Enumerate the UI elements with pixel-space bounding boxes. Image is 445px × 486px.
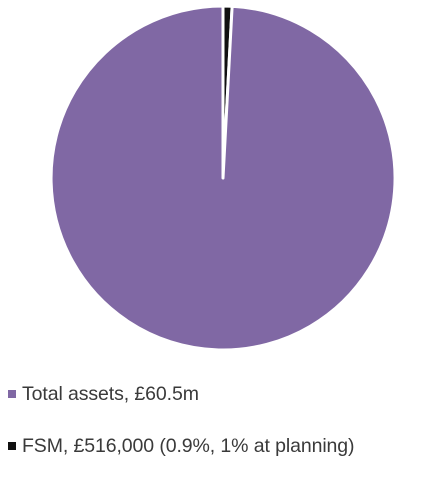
legend-label-total-assets: Total assets, £60.5m	[22, 382, 199, 405]
legend-item-total-assets: Total assets, £60.5m	[8, 382, 443, 406]
pie-slice-total-assets	[49, 4, 397, 352]
legend-swatch-total-assets	[8, 390, 16, 398]
pie-chart	[49, 4, 397, 352]
legend-swatch-fsm	[8, 442, 16, 450]
legend-label-fsm: FSM, £516,000 (0.9%, 1% at planning)	[22, 434, 355, 457]
legend-item-fsm: FSM, £516,000 (0.9%, 1% at planning)	[8, 434, 443, 458]
chart-legend: Total assets, £60.5m FSM, £516,000 (0.9%…	[8, 382, 443, 486]
